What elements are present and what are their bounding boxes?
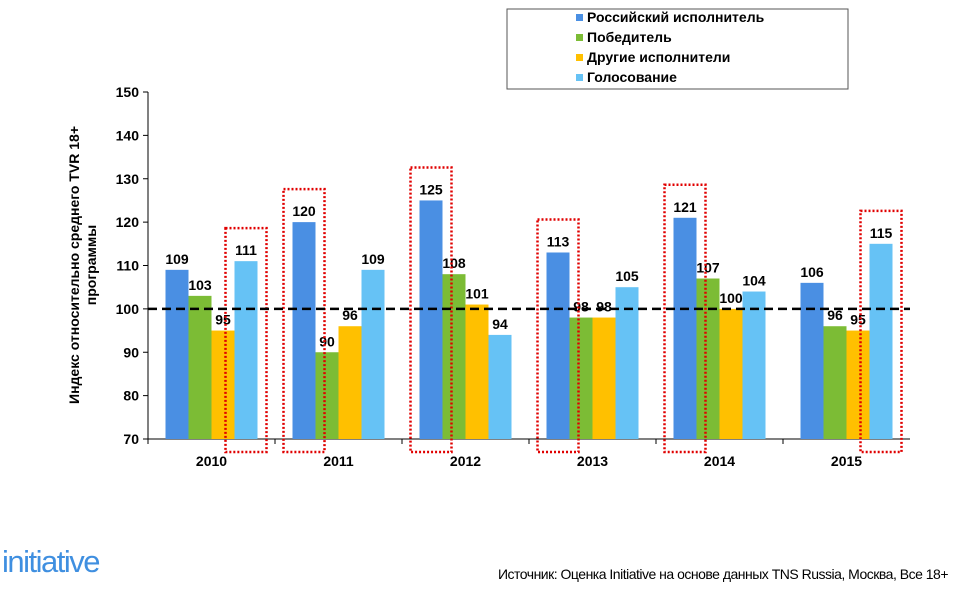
bar [569,317,593,439]
highlight-box [859,209,903,454]
data-label: 111 [235,242,257,258]
bar [234,261,258,439]
highlight-box [224,226,268,454]
highlight-box [409,166,453,454]
highlight-box [663,183,707,454]
bar [465,304,489,439]
bar [419,200,443,439]
initiative-logo: initiative [2,544,101,579]
bar [673,217,697,439]
data-label: 95 [215,312,231,328]
bar [823,326,847,439]
highlight-box [536,218,580,454]
data-label: 125 [419,181,443,197]
legend-label: Российский исполнитель [587,9,765,25]
bar [696,278,720,439]
legend-swatch [576,54,583,61]
data-label: 107 [696,260,720,276]
data-label: 100 [719,290,743,306]
y-tick-label: 100 [116,301,140,317]
data-label: 106 [800,264,824,280]
data-label: 103 [188,277,212,293]
data-label: 121 [673,199,697,215]
x-tick-label: 2013 [577,453,608,469]
data-label: 98 [596,299,612,315]
legend-swatch [576,74,583,81]
bar [442,274,466,439]
legend-box [506,8,849,90]
legend-label: Голосование [587,69,677,85]
x-tick-label: 2010 [196,453,227,469]
bar [800,282,824,439]
data-label: 96 [342,307,358,323]
y-tick-label: 150 [116,84,140,100]
bar [488,334,512,439]
bar [188,295,212,439]
data-label: 105 [615,268,639,284]
bar [846,330,870,439]
bar [869,243,893,439]
y-tick-label: 70 [123,431,139,447]
y-tick-label: 110 [116,258,139,274]
data-label: 94 [492,316,508,332]
bar [211,330,235,439]
y-axis-label: программы [83,225,99,305]
x-tick-label: 2015 [831,453,862,469]
highlight-box [282,187,326,454]
data-label: 120 [292,203,316,219]
bar [719,308,743,439]
bar [592,317,616,439]
data-label: 109 [361,251,385,267]
y-tick-label: 120 [116,214,140,230]
bar [338,326,362,439]
x-tick-label: 2011 [323,453,354,469]
x-tick-label: 2012 [450,453,481,469]
data-label: 109 [165,251,189,267]
x-tick-label: 2014 [704,453,735,469]
data-label: 101 [465,286,489,302]
data-label: 113 [547,233,570,249]
data-label: 90 [319,333,335,349]
y-tick-label: 80 [123,388,139,404]
bar [165,269,189,439]
data-label: 96 [827,307,843,323]
legend-label: Победитель [587,29,672,45]
legend-swatch [576,14,583,21]
bar [361,269,385,439]
data-label: 115 [870,225,893,241]
bar [546,252,570,439]
bar [292,222,316,439]
y-tick-label: 140 [116,127,140,143]
bar [742,291,766,439]
y-tick-label: 90 [123,344,139,360]
legend-label: Другие исполнители [587,49,730,65]
data-label: 104 [742,273,766,289]
y-tick-label: 130 [116,171,140,187]
data-label: 95 [850,312,866,328]
data-label: 98 [573,299,589,315]
source-note: Источник: Оценка Initiative на основе да… [497,566,949,582]
bar [315,352,339,439]
data-label: 108 [442,255,466,271]
legend-swatch [576,34,583,41]
y-axis-label: Индекс относительно среднего TVR 18+ [66,126,82,404]
bar [615,287,639,439]
